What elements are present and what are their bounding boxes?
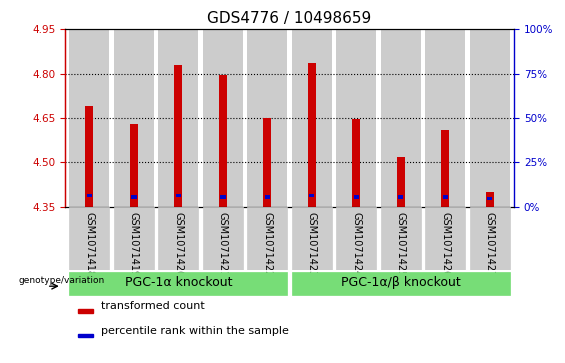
Bar bbox=[487, 196, 492, 200]
Text: transformed count: transformed count bbox=[101, 301, 205, 311]
Bar bbox=[308, 63, 316, 207]
Bar bbox=[381, 207, 421, 270]
Bar bbox=[336, 207, 376, 270]
Bar bbox=[442, 195, 448, 199]
Bar bbox=[203, 207, 243, 270]
Text: GSM1071419: GSM1071419 bbox=[129, 212, 139, 277]
Bar bbox=[441, 130, 449, 207]
Bar bbox=[158, 29, 198, 207]
Bar bbox=[292, 207, 332, 270]
Bar bbox=[470, 207, 510, 270]
Bar bbox=[114, 207, 154, 270]
Bar bbox=[470, 29, 510, 207]
Bar bbox=[486, 192, 494, 207]
Bar bbox=[130, 124, 138, 207]
Bar bbox=[397, 156, 405, 207]
Text: GSM1071422: GSM1071422 bbox=[262, 212, 272, 277]
Bar bbox=[203, 29, 243, 207]
Text: GSM1071423: GSM1071423 bbox=[307, 212, 317, 277]
Bar bbox=[114, 29, 154, 207]
Text: GSM1071426: GSM1071426 bbox=[440, 212, 450, 277]
Bar bbox=[69, 272, 288, 295]
Bar bbox=[425, 29, 465, 207]
Bar bbox=[87, 193, 92, 197]
Bar bbox=[292, 272, 510, 295]
Bar bbox=[354, 195, 359, 199]
Bar bbox=[85, 106, 93, 207]
Bar bbox=[398, 195, 403, 199]
Text: PGC-1α/β knockout: PGC-1α/β knockout bbox=[341, 276, 460, 289]
Bar bbox=[131, 195, 137, 199]
Text: PGC-1α knockout: PGC-1α knockout bbox=[125, 276, 232, 289]
Bar bbox=[69, 207, 110, 270]
Bar bbox=[247, 207, 288, 270]
Bar bbox=[158, 207, 198, 270]
Text: GSM1071425: GSM1071425 bbox=[396, 212, 406, 277]
Text: percentile rank within the sample: percentile rank within the sample bbox=[101, 326, 289, 336]
Bar bbox=[425, 207, 465, 270]
Bar bbox=[263, 118, 271, 207]
Bar bbox=[264, 195, 270, 199]
Bar bbox=[219, 75, 227, 207]
Bar bbox=[352, 119, 360, 207]
Bar bbox=[69, 29, 110, 207]
Bar bbox=[176, 193, 181, 197]
Text: GSM1071424: GSM1071424 bbox=[351, 212, 361, 277]
Bar bbox=[309, 193, 315, 197]
Bar bbox=[336, 29, 376, 207]
Title: GDS4776 / 10498659: GDS4776 / 10498659 bbox=[207, 12, 372, 26]
Text: GSM1071420: GSM1071420 bbox=[173, 212, 184, 277]
Bar bbox=[79, 309, 93, 313]
Text: genotype/variation: genotype/variation bbox=[18, 276, 105, 285]
Bar bbox=[220, 195, 225, 199]
Bar bbox=[381, 29, 421, 207]
Bar bbox=[175, 65, 182, 207]
Bar bbox=[247, 29, 288, 207]
Text: GSM1071427: GSM1071427 bbox=[485, 212, 495, 277]
Text: GSM1071418: GSM1071418 bbox=[84, 212, 94, 277]
Bar bbox=[292, 29, 332, 207]
Text: GSM1071421: GSM1071421 bbox=[218, 212, 228, 277]
Bar bbox=[79, 334, 93, 338]
